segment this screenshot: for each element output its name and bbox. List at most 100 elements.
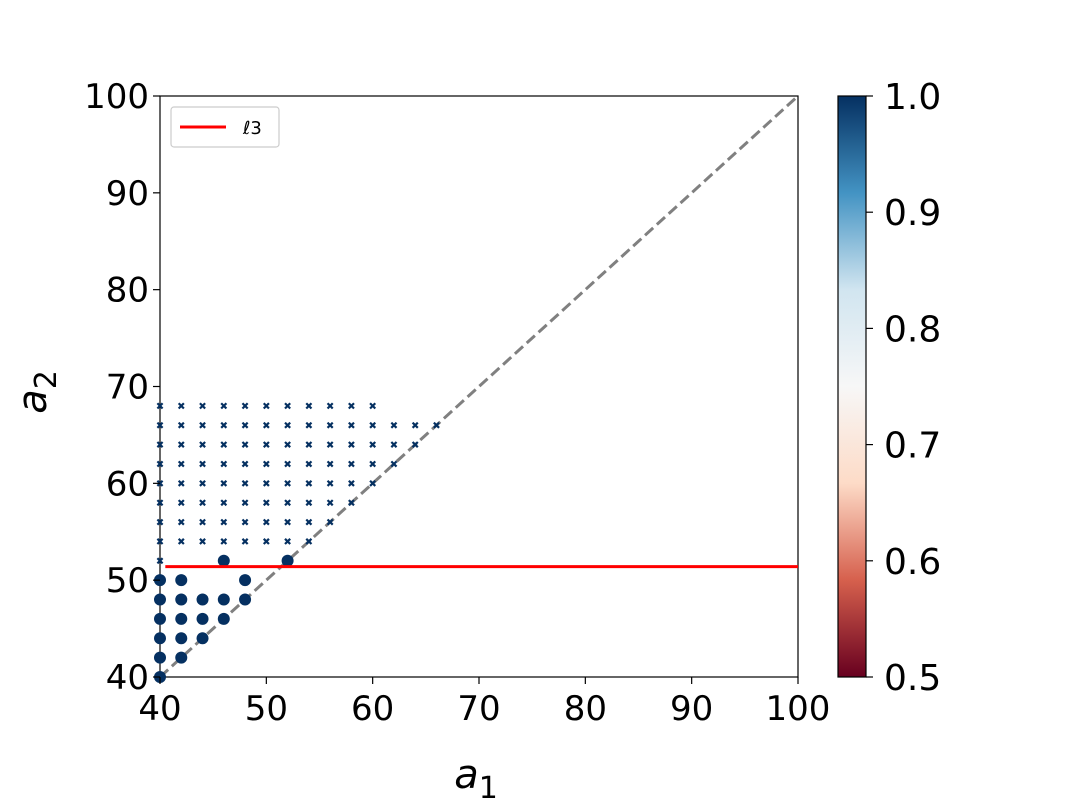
data-point-x: [369, 479, 377, 487]
data-point-circle: [154, 632, 166, 645]
data-point-x: [348, 479, 355, 487]
data-point-x: [326, 402, 334, 410]
data-point-x: [326, 499, 334, 507]
data-point-x: [369, 460, 377, 468]
plot-area: [159, 95, 799, 678]
data-point-x: [284, 460, 291, 468]
data-point-x: [177, 441, 185, 448]
colorbar-ticks: 0.5 0.6 0.7 0.8 0.9 1.0: [866, 77, 941, 699]
data-point-x: [348, 460, 355, 468]
x-axis-ticks: 40 50 60 70 80 90 100: [138, 677, 830, 729]
data-points: [154, 402, 440, 683]
data-point-x: [284, 421, 291, 429]
data-point-circle: [281, 554, 294, 567]
x-tick-label: 50: [245, 689, 288, 729]
colorbar-gradient: [837, 95, 867, 678]
data-point-circle: [175, 632, 188, 645]
data-point-x: [326, 421, 334, 429]
data-point-x: [177, 499, 185, 507]
x-axis-label: a1: [454, 752, 498, 799]
data-point-x: [305, 402, 313, 410]
data-point-x: [305, 538, 313, 545]
data-point-x: [241, 402, 249, 410]
data-point-x: [284, 518, 291, 526]
data-point-x: [390, 460, 398, 468]
data-point-x: [220, 441, 228, 448]
data-point-x: [220, 479, 228, 487]
data-point-x: [326, 441, 334, 448]
colorbar-tick-label: 0.5: [884, 658, 941, 699]
data-point-x: [220, 402, 228, 410]
data-point-x: [369, 441, 377, 448]
data-point-x: [156, 402, 164, 410]
data-point-x: [241, 499, 249, 507]
data-point-x: [156, 499, 164, 507]
x-tick-label: 70: [457, 689, 500, 729]
legend-label: ℓ3: [242, 118, 262, 139]
y-tick-label: 70: [106, 368, 149, 408]
data-point-circle: [239, 593, 252, 606]
data-point-x: [177, 538, 185, 545]
y-tick-label: 100: [84, 77, 149, 117]
data-point-x: [262, 538, 270, 545]
data-point-x: [156, 441, 164, 448]
data-point-x: [177, 402, 185, 410]
data-point-circle: [175, 574, 188, 587]
data-point-circle: [239, 574, 252, 587]
data-point-x: [262, 499, 270, 507]
colorbar-tick-label: 0.8: [884, 309, 941, 350]
data-point-x: [199, 441, 206, 448]
colorbar-tick-label: 0.7: [884, 426, 941, 467]
data-point-circle: [154, 612, 166, 625]
data-point-x: [284, 402, 291, 410]
data-point-x: [262, 479, 270, 487]
data-point-x: [433, 421, 440, 429]
data-point-circle: [196, 593, 209, 606]
data-point-x: [220, 518, 228, 526]
data-point-x: [241, 460, 249, 468]
data-point-x: [241, 538, 249, 545]
data-point-x: [369, 402, 377, 410]
data-point-x: [177, 460, 185, 468]
data-point-x: [348, 402, 355, 410]
data-point-x: [177, 518, 185, 526]
data-point-x: [326, 460, 334, 468]
data-point-x: [241, 518, 249, 526]
data-point-x: [348, 499, 355, 507]
data-point-x: [411, 441, 419, 448]
data-point-x: [305, 518, 313, 526]
data-point-x: [156, 538, 164, 545]
data-point-x: [326, 479, 334, 487]
y-tick-label: 40: [106, 658, 149, 698]
data-point-x: [411, 421, 419, 429]
y-tick-label: 90: [106, 174, 149, 214]
data-point-x: [177, 479, 185, 487]
data-point-x: [284, 441, 291, 448]
data-point-x: [284, 538, 291, 545]
colorbar-tick-label: 0.9: [884, 193, 941, 234]
data-point-x: [156, 460, 164, 468]
data-point-x: [305, 441, 313, 448]
data-point-x: [284, 479, 291, 487]
data-point-x: [199, 479, 206, 487]
data-point-x: [390, 441, 398, 448]
data-point-circle: [175, 593, 188, 606]
data-point-x: [305, 460, 313, 468]
data-point-x: [156, 518, 164, 526]
data-point-x: [156, 421, 164, 429]
y-tick-label: 60: [106, 464, 149, 504]
data-point-circle: [217, 612, 230, 625]
data-point-x: [305, 499, 313, 507]
data-point-x: [241, 421, 249, 429]
data-point-x: [199, 538, 206, 545]
data-point-x: [262, 402, 270, 410]
x-tick-label: 60: [351, 689, 394, 729]
data-point-x: [390, 421, 398, 429]
data-point-x: [156, 557, 164, 565]
colorbar: 0.5 0.6 0.7 0.8 0.9 1.0: [837, 77, 941, 699]
data-point-circle: [217, 554, 230, 567]
data-point-x: [241, 479, 249, 487]
data-point-x: [262, 518, 270, 526]
data-point-x: [262, 441, 270, 448]
